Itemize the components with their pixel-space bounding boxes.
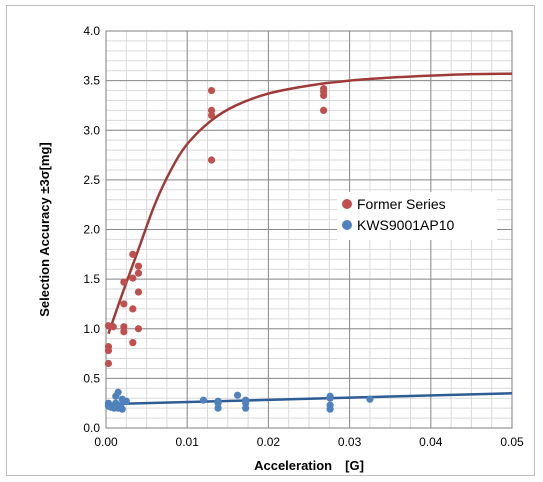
scatter-chart: 0.00 0.01 0.02 0.03 0.04 0.05 0.0 0.5 1.0 1.5 2.0… [7,6,536,477]
x-tick-label: 0.05 [500,435,524,449]
data-point-series-1 [123,398,130,405]
x-axis-title: Acceleration [G] [254,458,364,473]
data-point-series-0 [129,339,136,346]
chart-frame: 0.00 0.01 0.02 0.03 0.04 0.05 0.0 0.5 1.0 1.5 2.0… [6,5,535,476]
data-point-series-0 [105,360,112,367]
data-point-series-1 [115,389,122,396]
data-point-series-0 [110,323,117,330]
data-point-series-0 [120,300,127,307]
data-point-series-0 [135,270,142,277]
y-tick-label: 3.5 [83,74,100,88]
y-tick-label: 4.0 [83,24,100,38]
legend-label-kws9001ap10: KWS9001AP10 [357,217,454,233]
data-point-series-1 [242,397,249,404]
data-point-series-1 [234,392,241,399]
y-tick-label: 0.0 [83,421,100,435]
data-point-series-0 [135,288,142,295]
x-tick-label: 0.01 [176,435,200,449]
y-tick-label: 2.5 [83,173,100,187]
legend: Former Series KWS9001AP10 [337,192,497,240]
data-point-series-0 [320,85,327,92]
data-point-series-0 [129,251,136,258]
x-tick-label: 0.00 [94,435,118,449]
x-tick-label: 0.02 [257,435,281,449]
x-tick-label: 0.03 [338,435,362,449]
data-point-series-1 [200,397,207,404]
y-tick-label: 3.0 [83,123,100,137]
data-point-series-0 [320,107,327,114]
data-point-series-1 [327,393,334,400]
y-tick-labels: 0.0 0.5 1.0 1.5 2.0 2.5 3.0 3.5 4.0 [83,24,100,435]
data-point-series-0 [129,305,136,312]
x-tick-label: 0.04 [419,435,443,449]
data-point-series-0 [120,323,127,330]
x-tick-labels: 0.00 0.01 0.02 0.03 0.04 0.05 [94,435,524,449]
y-tick-label: 1.0 [83,322,100,336]
data-point-series-1 [327,402,334,409]
data-point-series-0 [208,107,215,114]
legend-marker-former-series [342,199,352,209]
data-point-series-1 [214,398,221,405]
data-point-series-0 [135,263,142,270]
data-point-series-0 [129,275,136,282]
data-point-series-0 [208,87,215,94]
legend-marker-kws9001ap10 [342,220,352,230]
data-point-series-0 [208,156,215,163]
y-tick-label: 1.5 [83,272,100,286]
y-tick-label: 2.0 [83,223,100,237]
legend-label-former-series: Former Series [357,196,446,212]
y-axis-title: Selection Accuracy ±3σ[mg] [37,142,52,317]
y-tick-label: 0.5 [83,371,100,385]
data-point-series-1 [366,396,373,403]
data-point-series-0 [120,279,127,286]
data-point-series-1 [119,406,126,413]
data-point-series-0 [105,343,112,350]
data-point-series-0 [135,325,142,332]
